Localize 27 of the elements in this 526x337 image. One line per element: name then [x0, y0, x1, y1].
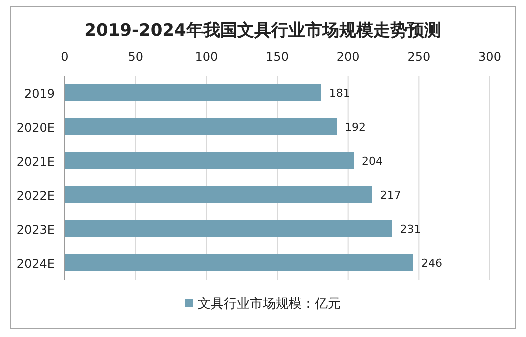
- y-tick-label: 2022E: [16, 189, 55, 203]
- data-label: 246: [422, 257, 442, 270]
- x-tick-label: 200: [336, 50, 360, 64]
- bar: [65, 84, 322, 102]
- data-label: 192: [345, 121, 366, 134]
- y-tick-label: 2021E: [16, 155, 55, 169]
- bar: [65, 254, 414, 272]
- bar: [65, 152, 354, 170]
- legend-label: 文具行业市场规模：亿元: [198, 297, 341, 312]
- x-tick-label: 50: [128, 50, 144, 64]
- y-tick-label: 2024E: [16, 257, 55, 271]
- y-tick-label: 2023E: [16, 223, 55, 237]
- bar: [65, 220, 392, 238]
- x-tick-label: 300: [478, 50, 502, 64]
- data-label: 181: [329, 87, 350, 100]
- data-label: 217: [380, 189, 402, 202]
- y-tick-label: 2020E: [16, 121, 55, 135]
- data-label: 204: [362, 155, 383, 168]
- x-tick-label: 100: [195, 50, 218, 64]
- x-tick-label: 250: [408, 50, 431, 64]
- x-tick-label: 0: [61, 50, 69, 64]
- bar: [65, 186, 372, 204]
- chart-title: 2019-2024年我国文具行业市场规模走势预测: [84, 21, 442, 41]
- y-tick-label: 2019: [24, 87, 55, 101]
- data-label: 231: [400, 223, 422, 236]
- bar: [65, 118, 337, 136]
- x-tick-label: 150: [266, 50, 289, 64]
